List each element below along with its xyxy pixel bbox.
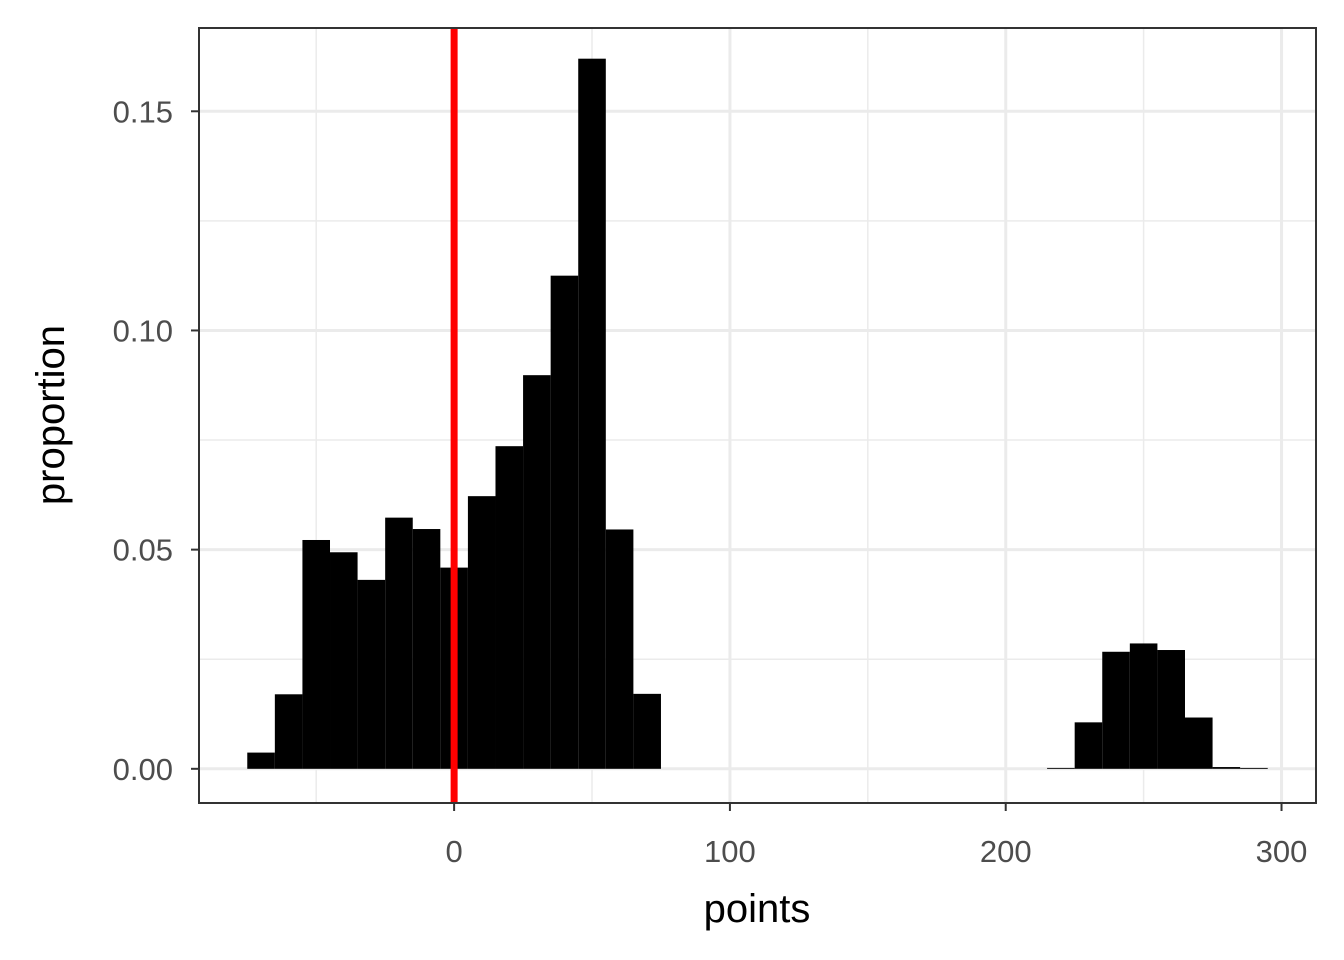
histogram-bar xyxy=(274,694,303,769)
histogram-bar xyxy=(302,539,331,769)
histogram-bar xyxy=(1184,717,1213,769)
histogram-bar xyxy=(605,529,634,769)
y-tick-label: 0.10 xyxy=(113,313,173,348)
x-axis-ticks: 0 100 200 300 xyxy=(445,803,1307,869)
histogram-bar xyxy=(1157,650,1185,769)
histogram-bar xyxy=(1102,651,1130,769)
histogram-bar xyxy=(385,517,413,769)
x-tick-label: 100 xyxy=(704,834,756,869)
histogram-bar xyxy=(550,275,579,769)
histogram-bar xyxy=(523,375,551,769)
histogram-bar xyxy=(247,752,275,769)
histogram-bar xyxy=(578,58,606,769)
histogram-bars xyxy=(247,58,1268,769)
histogram-bar xyxy=(357,579,386,769)
y-axis-title: proportion xyxy=(29,325,73,505)
x-tick-label: 0 xyxy=(445,834,462,869)
histogram-bar xyxy=(330,552,358,769)
y-tick-label: 0.00 xyxy=(113,752,173,787)
histogram-bar xyxy=(1212,767,1241,769)
histogram-bar xyxy=(1129,643,1158,769)
histogram-bar xyxy=(1047,767,1075,769)
x-tick-label: 300 xyxy=(1256,834,1308,869)
histogram-bar xyxy=(495,446,524,769)
y-tick-label: 0.05 xyxy=(113,533,173,568)
x-axis-title: points xyxy=(704,887,811,931)
histogram-bar xyxy=(1240,767,1268,769)
x-tick-label: 200 xyxy=(980,834,1032,869)
plot-panel-border xyxy=(198,27,1317,804)
y-axis-ticks: 0.00 0.05 0.10 0.15 xyxy=(113,94,199,787)
histogram-bar xyxy=(467,496,496,769)
y-tick-label: 0.15 xyxy=(113,94,173,129)
histogram-bar xyxy=(412,529,441,769)
histogram-bar xyxy=(1074,722,1103,769)
histogram-bar xyxy=(633,693,661,769)
